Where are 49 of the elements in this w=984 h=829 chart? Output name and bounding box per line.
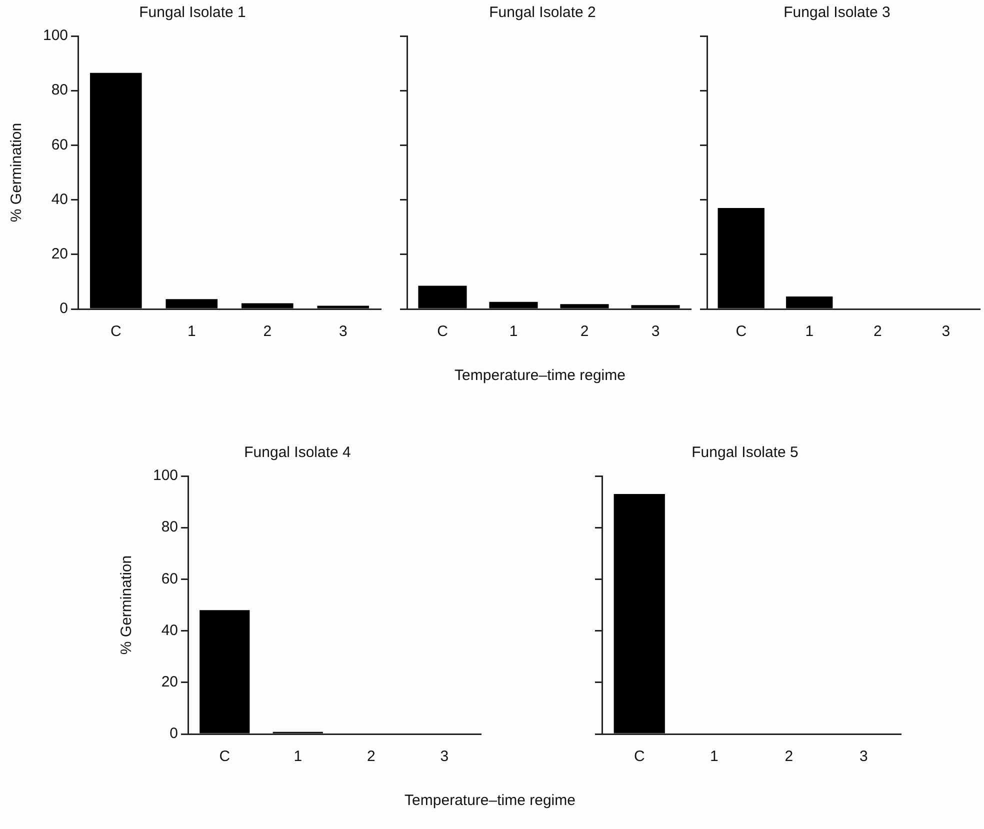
chart-title: Fungal Isolate 3 bbox=[784, 4, 890, 22]
y-tick-label: 20 bbox=[161, 674, 178, 691]
y-tick-label: 40 bbox=[161, 622, 178, 639]
x-tick-label: 1 bbox=[805, 323, 814, 340]
bar bbox=[166, 299, 218, 308]
y-tick-label: 60 bbox=[51, 136, 68, 154]
y-tick-label: 60 bbox=[161, 570, 178, 588]
y-tick-label: 40 bbox=[51, 190, 68, 208]
x-tick-label: C bbox=[736, 323, 747, 340]
x-tick-label: 2 bbox=[784, 748, 794, 766]
x-tick-label: C bbox=[219, 748, 230, 766]
x-tick-label: 2 bbox=[263, 323, 272, 340]
chart-title: Fungal Isolate 1 bbox=[139, 4, 246, 22]
y-tick-label: 20 bbox=[51, 246, 68, 263]
x-tick-label: 3 bbox=[942, 323, 950, 340]
x-axis-title: Temperature–time regime bbox=[454, 367, 626, 384]
x-tick-label: 3 bbox=[859, 748, 868, 766]
bar bbox=[418, 286, 467, 308]
y-tick-label: 100 bbox=[152, 467, 178, 484]
x-tick-label: 3 bbox=[440, 748, 449, 766]
x-tick-label: 2 bbox=[366, 748, 376, 766]
x-tick-label: 3 bbox=[338, 323, 348, 340]
bar bbox=[317, 306, 370, 308]
x-tick-label: 1 bbox=[509, 323, 518, 340]
x-tick-label: 1 bbox=[187, 323, 196, 340]
chart-title: Fungal Isolate 5 bbox=[692, 444, 798, 462]
chart-title: Fungal Isolate 4 bbox=[244, 444, 351, 462]
bar bbox=[489, 302, 538, 308]
bar bbox=[560, 304, 609, 308]
bar bbox=[631, 305, 680, 308]
x-tick-label: C bbox=[634, 748, 645, 766]
x-tick-label: 3 bbox=[651, 323, 660, 340]
y-tick-label: 100 bbox=[42, 27, 68, 44]
bar bbox=[241, 303, 294, 308]
y-tick-label: 80 bbox=[161, 518, 178, 536]
x-tick-label: 1 bbox=[294, 748, 302, 766]
bar bbox=[90, 72, 142, 308]
x-tick-label: 2 bbox=[873, 323, 882, 340]
x-axis-title: Temperature–time regime bbox=[404, 792, 576, 809]
x-tick-label: 2 bbox=[580, 323, 589, 340]
x-tick-label: C bbox=[437, 323, 448, 340]
x-tick-label: 1 bbox=[710, 748, 718, 766]
y-axis-title: % Germination bbox=[8, 122, 26, 222]
chart-title: Fungal Isolate 2 bbox=[489, 4, 596, 22]
x-tick-label: C bbox=[110, 323, 122, 340]
y-tick-label: 80 bbox=[51, 82, 68, 99]
y-tick-label: 0 bbox=[170, 725, 178, 742]
y-axis-title: % Germination bbox=[118, 555, 136, 655]
y-tick-label: 0 bbox=[60, 300, 68, 318]
